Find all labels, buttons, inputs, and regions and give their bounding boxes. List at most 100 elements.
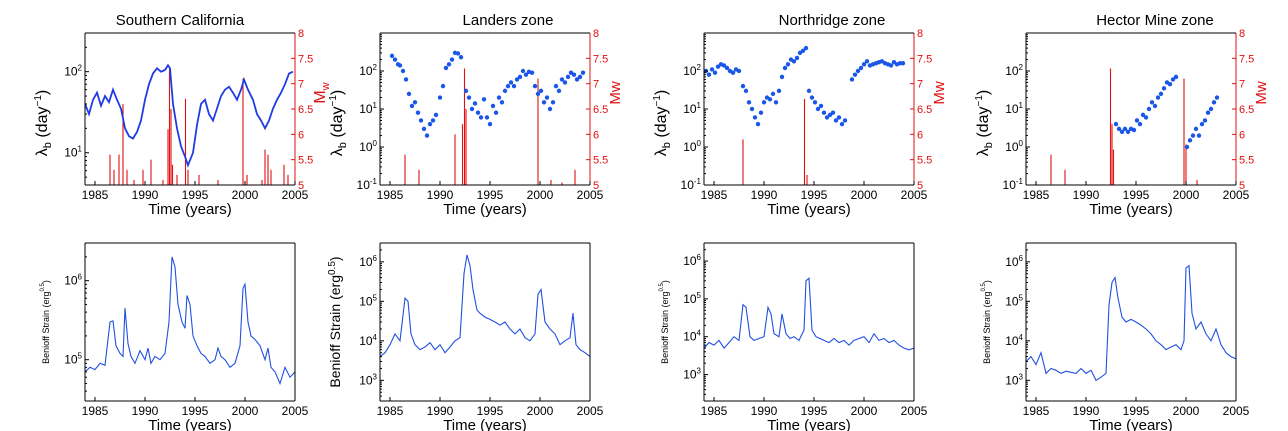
series-line xyxy=(85,63,294,168)
y-tick-label: 100 xyxy=(359,139,377,154)
y-tick-label: 105 xyxy=(359,293,377,308)
data-point xyxy=(1196,133,1202,138)
right-tick-label: 5.5 xyxy=(593,155,608,167)
right-tick-label: 8 xyxy=(1239,28,1245,40)
data-point xyxy=(550,100,556,105)
series xyxy=(1113,74,1220,150)
data-point xyxy=(559,77,565,82)
y-axis-label: Benioff Strain (erg0.5) xyxy=(981,280,992,364)
data-point xyxy=(1125,129,1131,135)
data-point xyxy=(392,57,398,62)
data-point xyxy=(773,100,779,105)
title-southern-california: Southern California xyxy=(116,12,245,29)
right-tick-label: 7.5 xyxy=(298,53,313,65)
data-point xyxy=(481,97,487,102)
data-point xyxy=(1131,127,1137,133)
data-point xyxy=(508,80,514,85)
series-line xyxy=(704,277,914,351)
right-tick-label: 7 xyxy=(593,79,599,91)
data-point xyxy=(736,68,742,74)
right-tick-label: 6.5 xyxy=(298,104,313,116)
y-tick-label: 106 xyxy=(1005,254,1023,269)
data-point xyxy=(1149,100,1155,105)
data-point xyxy=(809,95,815,100)
series-line xyxy=(85,256,295,386)
data-point xyxy=(830,110,836,115)
data-point xyxy=(1137,121,1143,127)
data-point xyxy=(505,83,511,89)
x-axis-label: Time (years) xyxy=(443,201,527,218)
y-axis-label: Benioff Strain (erg0.5) xyxy=(659,280,670,364)
data-point xyxy=(724,65,730,71)
x-axis-label: Time (years) xyxy=(1089,201,1173,218)
x-tick-label: 2000 xyxy=(851,404,878,418)
x-axis-label: Time (years) xyxy=(148,417,232,431)
right-tick-label: 8 xyxy=(917,28,923,40)
data-point xyxy=(514,77,520,82)
title-northridge-zone: Northridge zone xyxy=(779,12,886,29)
x-tick-label: 2005 xyxy=(1223,404,1250,418)
data-point xyxy=(1202,118,1208,123)
y-tick-label: 105 xyxy=(1005,293,1023,308)
right-axis-label: Mw xyxy=(312,82,332,103)
x-tick-label: 2005 xyxy=(901,404,928,418)
y-tick-label: 105 xyxy=(64,352,82,367)
data-point xyxy=(842,118,848,123)
data-point xyxy=(520,68,526,74)
x-axis-label: Time (years) xyxy=(1089,417,1173,431)
data-point xyxy=(443,65,449,71)
data-point xyxy=(397,63,403,68)
right-axis-label: Mw xyxy=(931,81,948,104)
x-tick-label: 1990 xyxy=(1073,188,1100,202)
data-point xyxy=(412,100,418,105)
data-point xyxy=(466,95,472,100)
x-tick-label: 1995 xyxy=(477,404,504,418)
x-tick-label: 1995 xyxy=(801,404,828,418)
magnitude-events xyxy=(404,68,576,185)
data-point xyxy=(532,83,538,89)
right-tick-label: 5 xyxy=(298,180,304,192)
series xyxy=(85,256,295,386)
data-point xyxy=(770,91,776,97)
data-point xyxy=(824,115,830,120)
data-point xyxy=(758,110,764,115)
data-point xyxy=(499,100,505,105)
data-point xyxy=(446,62,452,67)
y-axis-label: λb (day−1) xyxy=(33,90,54,156)
x-tick-label: 2005 xyxy=(282,188,309,202)
data-point xyxy=(1116,126,1122,132)
data-point xyxy=(478,115,484,120)
data-point xyxy=(577,74,583,80)
x-tick-label: 1990 xyxy=(427,404,454,418)
right-tick-label: 6 xyxy=(298,129,304,141)
data-point xyxy=(463,88,469,94)
right-tick-label: 6 xyxy=(593,129,599,141)
data-point xyxy=(815,106,821,112)
y-tick-label: 100 xyxy=(1005,139,1023,154)
y-axis-label: λb (day−1) xyxy=(974,90,995,156)
data-point xyxy=(580,70,586,75)
title-hector-mine-zone: Hector Mine zone xyxy=(1096,12,1214,29)
x-axis-label: Time (years) xyxy=(767,201,851,218)
x-tick-label: 1995 xyxy=(182,404,209,418)
y-tick-label: 105 xyxy=(683,291,701,306)
y-tick-label: 103 xyxy=(683,367,701,382)
data-point xyxy=(849,77,855,82)
x-tick-label: 1995 xyxy=(1123,188,1150,202)
data-point xyxy=(740,83,746,89)
x-tick-label: 2000 xyxy=(527,188,554,202)
y-tick-label: 102 xyxy=(683,63,701,78)
right-axis-label: Mw xyxy=(1253,81,1270,104)
y-tick-label: 101 xyxy=(683,101,701,116)
data-point xyxy=(511,83,517,89)
magnitude-events xyxy=(109,68,289,185)
right-tick-label: 7.5 xyxy=(917,53,932,65)
data-point xyxy=(502,88,508,94)
data-point xyxy=(1146,106,1152,112)
data-point xyxy=(421,126,427,132)
series-line xyxy=(1026,264,1236,382)
data-point xyxy=(535,91,541,97)
data-point xyxy=(858,65,864,71)
data-point xyxy=(779,74,785,80)
right-tick-label: 7 xyxy=(1239,79,1245,91)
